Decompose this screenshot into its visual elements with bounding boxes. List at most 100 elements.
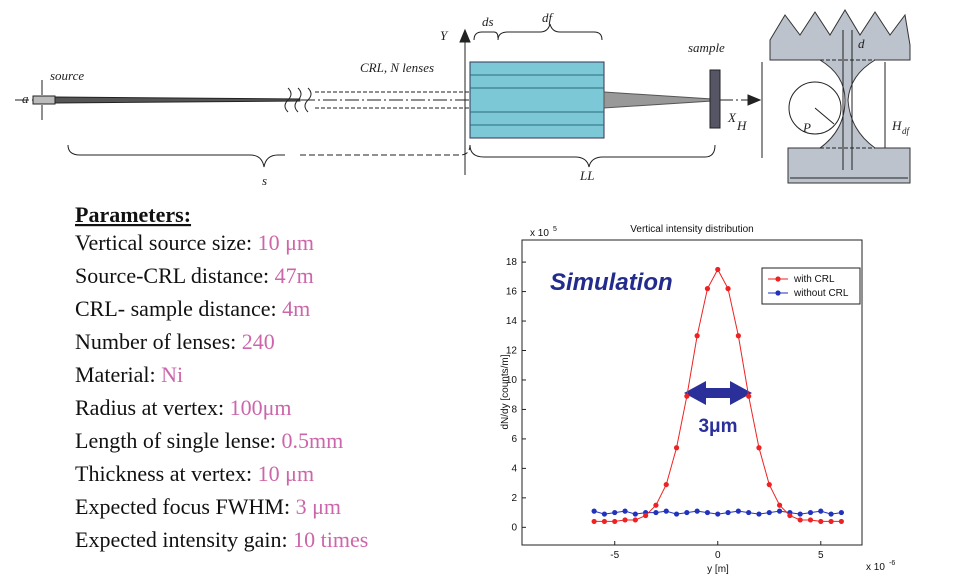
parameter: Thickness at vertex: 10 μm bbox=[75, 461, 314, 486]
parameters: Vertical source size: 10 μm Source-CRL di… bbox=[75, 230, 368, 552]
parameter: Length of single lense: 0.5mm bbox=[75, 428, 343, 453]
point bbox=[694, 508, 700, 514]
focus-beam bbox=[603, 91, 713, 109]
point bbox=[766, 509, 772, 516]
parameter: Expected intensity gain: 10 times bbox=[75, 527, 368, 552]
label: X bbox=[727, 110, 737, 125]
sample bbox=[709, 69, 721, 129]
point bbox=[725, 286, 731, 292]
point bbox=[601, 518, 608, 525]
point bbox=[787, 512, 793, 519]
y-multiplier: x 10 bbox=[530, 228, 549, 239]
point bbox=[684, 509, 690, 516]
y-tick-label: 4 bbox=[511, 463, 517, 474]
point bbox=[797, 517, 803, 523]
y-arrow bbox=[459, 28, 471, 43]
parameter-label: Source-CRL distance: bbox=[75, 263, 275, 288]
parameter-label: Number of lenses: bbox=[75, 329, 242, 354]
point bbox=[632, 517, 638, 523]
brace-ds bbox=[473, 31, 499, 41]
chart-title: Vertical intensity distribution bbox=[630, 224, 753, 235]
point bbox=[735, 508, 741, 514]
axis-arrow bbox=[747, 94, 762, 106]
label: sample bbox=[688, 40, 725, 55]
point bbox=[622, 517, 628, 523]
parameter-value: 100μm bbox=[230, 395, 292, 420]
point bbox=[766, 481, 772, 488]
x-multiplier: x 10 bbox=[866, 562, 885, 573]
x-tick-label: 0 bbox=[715, 550, 721, 561]
y-tick-label: 10 bbox=[506, 375, 518, 386]
parameter-value: 47m bbox=[275, 263, 314, 288]
point bbox=[632, 511, 638, 517]
brace-s bbox=[300, 144, 471, 156]
y-tick-label: 2 bbox=[511, 493, 517, 504]
parameter-label: Length of single lense: bbox=[75, 428, 282, 453]
point bbox=[838, 518, 844, 525]
break-mark bbox=[284, 87, 312, 113]
parameter-label: Material: bbox=[75, 362, 161, 387]
parameter: Vertical source size: 10 μm bbox=[75, 230, 314, 255]
y-tick-label: 0 bbox=[511, 522, 517, 533]
point bbox=[673, 511, 680, 517]
point bbox=[653, 502, 659, 508]
point bbox=[694, 333, 700, 339]
lens-profile bbox=[769, 9, 911, 184]
legend-label: with CRL bbox=[793, 274, 835, 285]
point bbox=[612, 509, 618, 516]
point bbox=[643, 512, 649, 519]
x-tick-label: 5 bbox=[818, 550, 824, 561]
point bbox=[756, 445, 762, 451]
label: LL bbox=[579, 168, 594, 183]
parameter-value: 0.5mm bbox=[282, 428, 344, 453]
point bbox=[715, 511, 721, 517]
parameter-value: 3 μm bbox=[296, 494, 341, 519]
annotation: 3μm bbox=[698, 416, 737, 437]
parameter: Expected focus FWHM: 3 μm bbox=[75, 494, 341, 519]
parameter-value: 240 bbox=[242, 329, 275, 354]
legend-marker bbox=[775, 290, 781, 296]
point bbox=[673, 445, 680, 451]
point bbox=[663, 508, 669, 514]
parameter-label: Thickness at vertex: bbox=[75, 461, 258, 486]
parameter: CRL- sample distance: 4m bbox=[75, 296, 310, 321]
point bbox=[704, 509, 711, 516]
point bbox=[746, 509, 752, 516]
label: P bbox=[802, 120, 811, 135]
y-tick-label: 18 bbox=[506, 257, 518, 268]
point bbox=[684, 393, 690, 399]
x-axis-label: y [m] bbox=[707, 564, 729, 575]
legend-box bbox=[761, 267, 861, 305]
point bbox=[828, 518, 834, 525]
point bbox=[776, 508, 783, 514]
point bbox=[746, 393, 752, 399]
point bbox=[591, 518, 597, 525]
legend-marker bbox=[775, 276, 781, 282]
parameter-label: Expected intensity gain: bbox=[75, 527, 293, 552]
brace-df bbox=[497, 23, 603, 41]
parameter-label: Radius at vertex: bbox=[75, 395, 230, 420]
x-tick-label: -5 bbox=[610, 550, 619, 561]
point bbox=[663, 481, 669, 488]
y-tick-label: 6 bbox=[511, 434, 517, 445]
point bbox=[818, 508, 824, 514]
diagram bbox=[15, 9, 911, 184]
point bbox=[735, 333, 741, 339]
legend-label: without CRL bbox=[793, 288, 849, 299]
label: CRL, N lenses bbox=[360, 60, 434, 75]
point bbox=[725, 509, 731, 516]
label: df bbox=[542, 10, 555, 25]
parameter-label: CRL- sample distance: bbox=[75, 296, 282, 321]
parameter-value: Ni bbox=[161, 362, 183, 387]
point bbox=[622, 508, 628, 514]
parameter-value: 10 μm bbox=[258, 461, 314, 486]
point bbox=[818, 518, 824, 525]
y-exponent: 5 bbox=[553, 226, 557, 233]
diagram-labels: a source CRL, N lenses Y ds df sample X … bbox=[22, 10, 911, 188]
label: s bbox=[262, 173, 267, 188]
parameter: Source-CRL distance: 47m bbox=[75, 263, 314, 288]
parameter: Material: Ni bbox=[75, 362, 183, 387]
label: ds bbox=[482, 14, 494, 29]
y-tick-label: 16 bbox=[506, 287, 518, 298]
